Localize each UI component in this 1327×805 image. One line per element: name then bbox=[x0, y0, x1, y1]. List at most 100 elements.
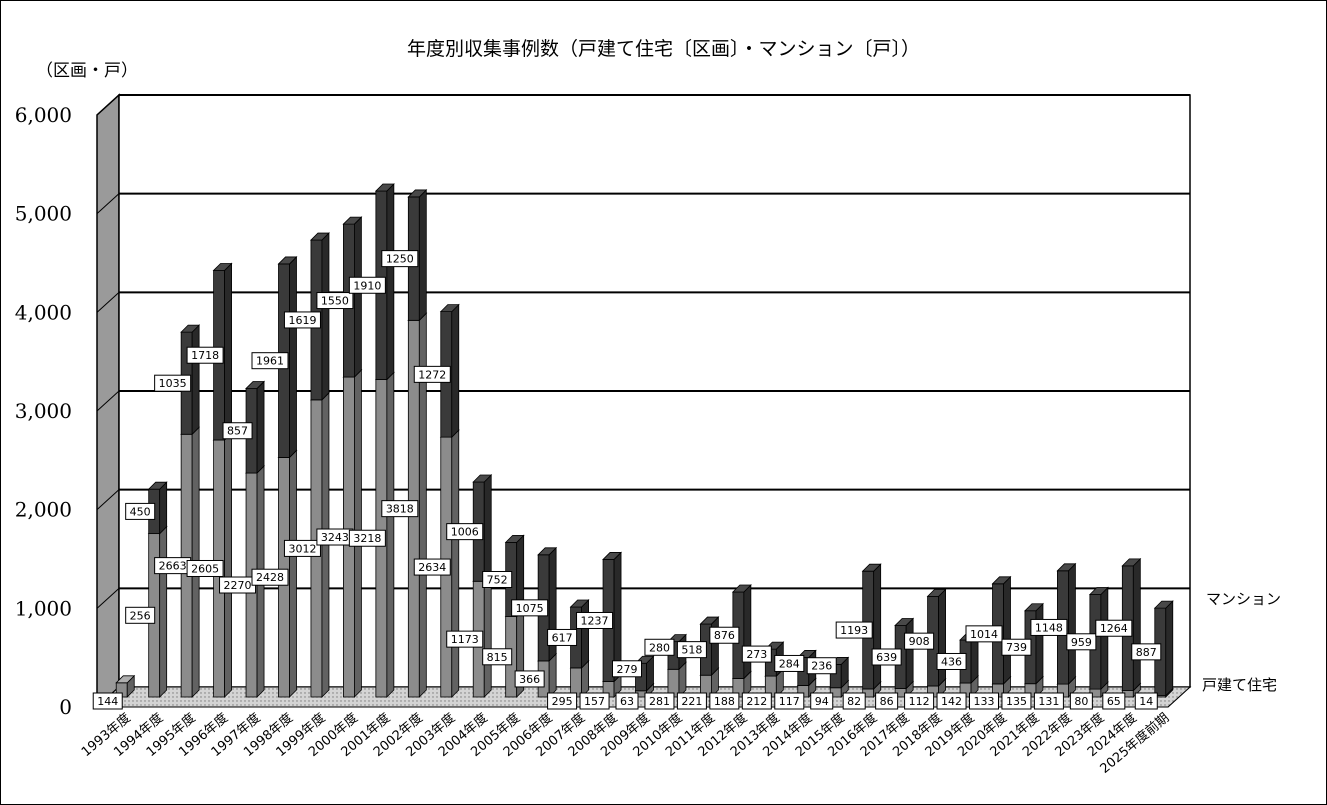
bar-segment-mansion-top bbox=[1056, 563, 1077, 572]
gridline-side bbox=[96, 489, 120, 511]
data-label-mansion-box bbox=[1066, 633, 1097, 651]
data-label-mansion: 857 bbox=[227, 425, 248, 438]
data-label-detached-box bbox=[283, 539, 321, 557]
bar-segment-mansion-side bbox=[905, 617, 914, 690]
data-label-detached: 63 bbox=[620, 695, 634, 708]
bar-segment-mansion-top bbox=[439, 304, 460, 313]
data-label-detached: 2428 bbox=[256, 571, 284, 584]
bar-segment-mansion-top bbox=[1023, 603, 1044, 612]
data-label-mansion-box bbox=[835, 621, 873, 639]
bar-segment-mansion-side bbox=[191, 324, 200, 436]
data-label-detached: 3218 bbox=[353, 532, 381, 545]
bar-segment-mansion-top bbox=[277, 256, 298, 265]
data-label-detached: 256 bbox=[130, 609, 151, 622]
bar-segment-mansion-side bbox=[354, 216, 362, 378]
data-label-detached: 135 bbox=[1006, 695, 1027, 708]
y-tick-label: 1,000 bbox=[15, 596, 72, 620]
y-tick-label: 6,000 bbox=[15, 103, 72, 127]
data-label-mansion-box bbox=[965, 625, 1003, 643]
data-label-detached-box bbox=[842, 692, 866, 710]
data-label-detached-box bbox=[514, 670, 545, 688]
chart-title: 年度別収集事例数（戸建て住宅〔区画〕・マンション〔戸〕） bbox=[406, 38, 920, 60]
data-label-mansion-box bbox=[413, 365, 451, 383]
data-label-mansion: 639 bbox=[876, 651, 897, 664]
bar-segment-mansion-top bbox=[504, 534, 525, 543]
bar-segment-mansion-top bbox=[180, 324, 201, 333]
data-label-mansion-box bbox=[576, 611, 614, 629]
data-labels: 144 256 450 2663 1035 2605 1718 2270 857 2428 1961… bbox=[92, 250, 1162, 710]
data-label-mansion-box bbox=[446, 523, 484, 541]
data-label-detached: 82 bbox=[847, 695, 861, 708]
data-label-mansion: 887 bbox=[1136, 646, 1157, 659]
data-label-mansion: 959 bbox=[1071, 636, 1092, 649]
data-label-mansion-box bbox=[1001, 638, 1032, 656]
data-label-detached-box bbox=[1102, 692, 1126, 710]
data-label-mansion: 273 bbox=[746, 648, 767, 661]
bar-segment-mansion-side bbox=[386, 183, 395, 381]
bar-segment-mansion-side bbox=[1165, 600, 1174, 697]
data-label-mansion: 518 bbox=[681, 644, 702, 657]
data-label-detached: 2270 bbox=[224, 579, 252, 592]
data-label-detached-box bbox=[413, 558, 451, 576]
data-label-detached: 221 bbox=[681, 695, 702, 708]
bar-segment-mansion-top bbox=[569, 599, 590, 608]
data-label-detached: 133 bbox=[974, 695, 995, 708]
data-label-detached: 3243 bbox=[321, 531, 349, 544]
data-label-detached: 2605 bbox=[191, 562, 219, 575]
data-label-detached: 86 bbox=[880, 695, 894, 708]
bar-segment-mansion-top bbox=[472, 474, 493, 483]
y-tick-label: 0 bbox=[59, 695, 72, 719]
data-label-detached-box bbox=[348, 529, 386, 547]
data-label-mansion-box bbox=[644, 638, 675, 656]
data-label-mansion: 752 bbox=[487, 573, 508, 586]
bar-segment-mansion-top bbox=[212, 263, 233, 271]
data-label-detached-box bbox=[482, 648, 513, 666]
data-label-detached-box bbox=[741, 692, 772, 710]
data-label-detached-box bbox=[1001, 692, 1032, 710]
data-label-detached: 144 bbox=[97, 695, 118, 708]
data-label-mansion-box bbox=[936, 652, 967, 670]
bar-segment-mansion-top bbox=[1121, 558, 1142, 567]
data-label-mansion: 1237 bbox=[581, 614, 609, 627]
data-label-detached-box bbox=[381, 500, 419, 518]
data-label-detached-box bbox=[709, 692, 740, 710]
data-label-detached-box bbox=[547, 692, 578, 710]
y-axis-ticks: 0 1,000 2,000 3,000 4,000 5,000 6,000 bbox=[15, 103, 72, 719]
data-label-mansion: 450 bbox=[130, 505, 151, 518]
bar-segment-mansion-side bbox=[289, 255, 297, 459]
data-label-detached-box bbox=[446, 630, 484, 648]
x-axis-labels: 1993年度1994年度1995年度1996年度1997年度1998年度1999… bbox=[78, 710, 1172, 777]
data-label-detached: 3818 bbox=[386, 503, 414, 516]
data-label-mansion: 1035 bbox=[159, 377, 187, 390]
data-label-detached: 94 bbox=[815, 695, 829, 708]
data-label-detached: 112 bbox=[909, 695, 930, 708]
data-label-detached-box bbox=[810, 692, 834, 710]
bar-segment-mansion-side bbox=[1132, 557, 1141, 692]
y-axis-title: （区画・戸） bbox=[36, 61, 138, 81]
bar-segment-mansion-top bbox=[1088, 587, 1109, 595]
data-label-detached: 366 bbox=[519, 673, 540, 686]
data-label-mansion-box bbox=[774, 654, 805, 672]
gridline-side bbox=[96, 193, 120, 215]
data-label-detached-box bbox=[969, 692, 999, 710]
data-label-detached: 142 bbox=[941, 695, 962, 708]
data-label-mansion: 908 bbox=[909, 635, 930, 648]
bar-segment-mansion-top bbox=[991, 576, 1012, 585]
bar-segment-mansion-side bbox=[256, 380, 265, 474]
data-label-detached-box bbox=[186, 559, 224, 577]
data-label-mansion-box bbox=[612, 660, 642, 678]
data-label-detached: 188 bbox=[714, 695, 735, 708]
data-label-detached-box bbox=[904, 692, 935, 710]
bar-segment-mansion-top bbox=[861, 563, 882, 572]
bar-segment-mansion-side bbox=[1068, 562, 1076, 686]
bar-segment-mansion-top bbox=[731, 584, 752, 593]
data-label-mansion: 1718 bbox=[191, 349, 219, 362]
bar-segment-mansion-top bbox=[147, 481, 168, 490]
y-tick-label: 5,000 bbox=[15, 202, 72, 226]
data-label-mansion: 436 bbox=[941, 655, 962, 668]
data-label-detached: 2663 bbox=[159, 560, 187, 573]
data-label-mansion-box bbox=[186, 346, 224, 364]
data-label-mansion: 739 bbox=[1006, 641, 1027, 654]
